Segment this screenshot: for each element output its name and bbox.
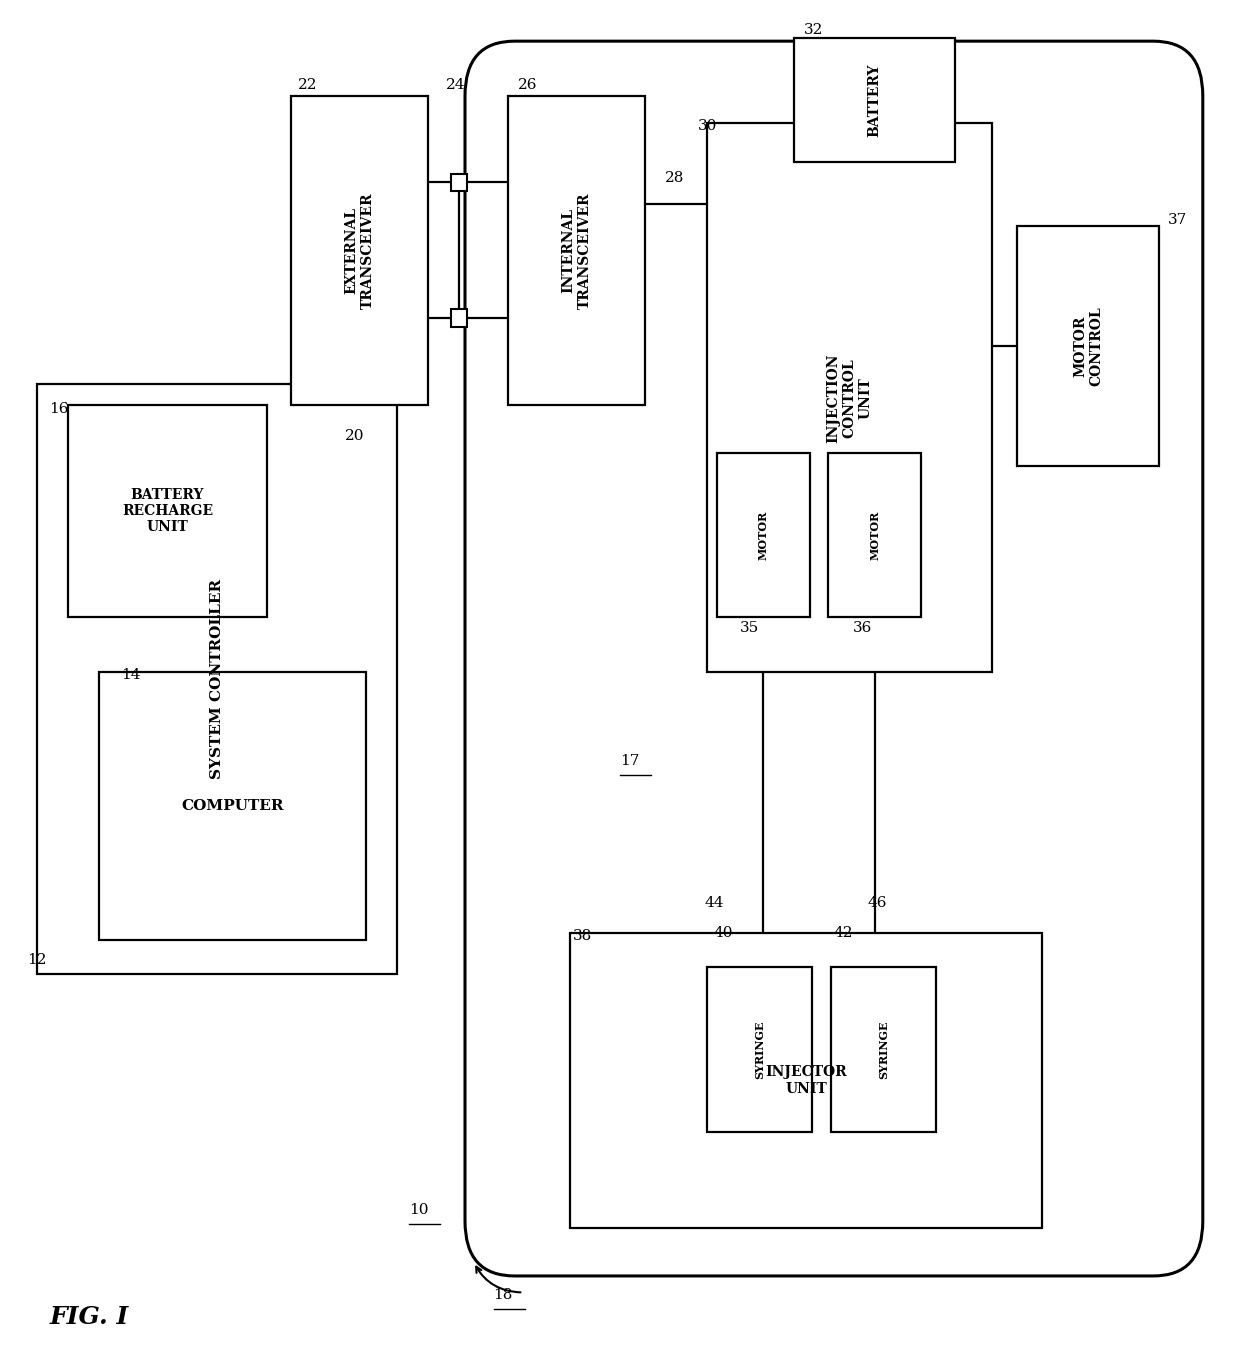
- Text: 17: 17: [620, 755, 640, 768]
- Text: 14: 14: [122, 668, 141, 682]
- Text: SYRINGE: SYRINGE: [878, 1021, 889, 1078]
- Bar: [99, 672, 366, 940]
- Text: COMPUTER: COMPUTER: [181, 799, 284, 814]
- Text: 20: 20: [345, 429, 365, 443]
- Bar: [291, 96, 428, 405]
- Bar: [570, 933, 1042, 1228]
- Bar: [707, 123, 992, 672]
- Bar: [37, 384, 397, 974]
- Text: 16: 16: [50, 402, 69, 416]
- Text: 26: 26: [518, 78, 538, 92]
- Text: 36: 36: [853, 622, 873, 635]
- Text: 44: 44: [704, 896, 724, 910]
- Text: BATTERY
RECHARGE
UNIT: BATTERY RECHARGE UNIT: [122, 488, 213, 534]
- Text: 32: 32: [804, 23, 823, 37]
- Bar: [831, 967, 936, 1132]
- Text: 18: 18: [494, 1288, 513, 1302]
- FancyBboxPatch shape: [465, 41, 1203, 1276]
- Text: INJECTOR
UNIT: INJECTOR UNIT: [765, 1065, 847, 1096]
- Text: 46: 46: [868, 896, 888, 910]
- Text: FIG. I: FIG. I: [50, 1305, 129, 1329]
- Bar: [508, 96, 645, 405]
- Text: 42: 42: [833, 926, 853, 940]
- Text: 40: 40: [713, 926, 733, 940]
- Bar: [717, 453, 810, 617]
- Text: MOTOR: MOTOR: [869, 510, 880, 560]
- Bar: [707, 967, 812, 1132]
- Text: INJECTION
CONTROL
UNIT: INJECTION CONTROL UNIT: [826, 353, 873, 443]
- Text: 28: 28: [665, 172, 684, 185]
- Text: 30: 30: [698, 119, 718, 133]
- Text: BATTERY: BATTERY: [867, 63, 882, 137]
- Text: SYSTEM CONTROLLER: SYSTEM CONTROLLER: [210, 579, 224, 779]
- Bar: [828, 453, 921, 617]
- Text: EXTERNAL
TRANSCEIVER: EXTERNAL TRANSCEIVER: [345, 192, 374, 309]
- Text: 10: 10: [409, 1203, 429, 1217]
- Bar: [794, 38, 955, 162]
- Text: 35: 35: [740, 622, 760, 635]
- Bar: [68, 405, 267, 617]
- Text: 37: 37: [1168, 213, 1188, 226]
- Text: SYRINGE: SYRINGE: [754, 1021, 765, 1078]
- Text: 38: 38: [573, 929, 593, 943]
- Bar: [451, 174, 466, 192]
- Text: INTERNAL
TRANSCEIVER: INTERNAL TRANSCEIVER: [562, 192, 591, 309]
- Text: MOTOR: MOTOR: [758, 510, 769, 560]
- Text: 12: 12: [27, 954, 47, 967]
- Text: 24: 24: [446, 78, 466, 92]
- Text: 22: 22: [298, 78, 317, 92]
- Bar: [451, 310, 466, 328]
- Text: MOTOR
CONTROL: MOTOR CONTROL: [1073, 306, 1104, 387]
- Bar: [1017, 226, 1159, 466]
